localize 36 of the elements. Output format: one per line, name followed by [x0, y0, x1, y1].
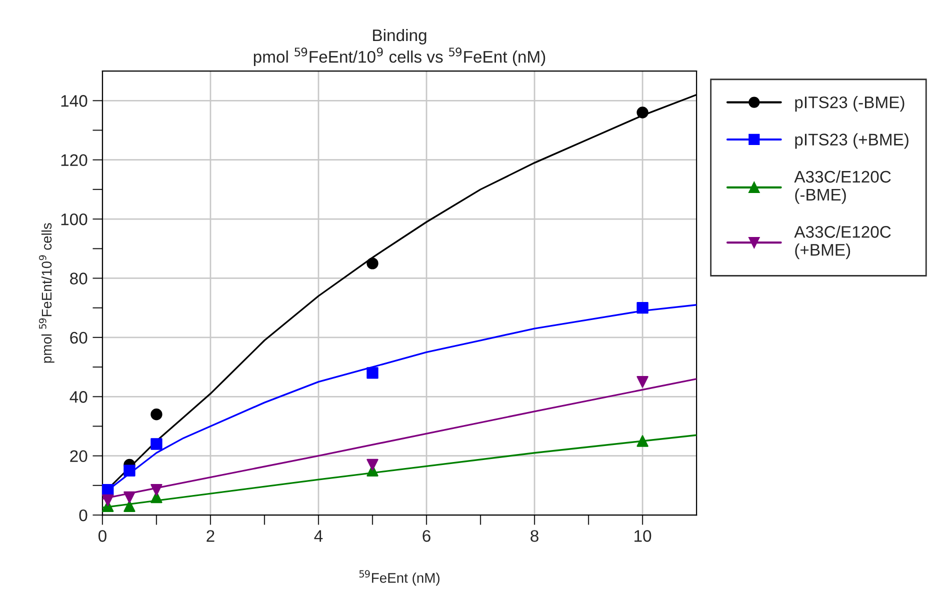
point [102, 494, 114, 506]
x-tick-label: 8 [530, 530, 538, 542]
legend-label: pITS23 (-BME) [795, 96, 904, 112]
y-tick-label: 140 [61, 95, 88, 107]
y-axis-title: pmol $^{59}$FeEnt/10$^{9}$ cells [38, 223, 54, 363]
x-tick-label: 10 [634, 530, 652, 542]
point [150, 408, 162, 420]
point [124, 500, 136, 512]
y-tick-label: 120 [61, 154, 88, 166]
y-tick-label: 40 [70, 391, 88, 403]
legend-label: A33C/E120C (-BME) [794, 170, 891, 204]
y-tick-label: 60 [70, 332, 88, 344]
point [150, 438, 162, 450]
y-tick-label: 0 [79, 509, 88, 522]
point [636, 376, 648, 388]
x-tick-label: 6 [422, 530, 430, 542]
point [124, 464, 136, 476]
chart-title: Binding pmol $^{59}$FeEnt/10$^{9}$ cells vs $^{59}$FeEnt (nM) [254, 28, 546, 66]
point [636, 106, 648, 118]
point [636, 302, 648, 314]
point [124, 491, 136, 504]
point [366, 458, 378, 471]
point [636, 435, 648, 447]
legend-label: pITS23 (+BME) [795, 133, 908, 149]
point [150, 484, 162, 496]
legend-label: A33C/E120C (+BME) [794, 226, 891, 260]
x-axis-title: $^{59}$FeEnt (nM) [359, 570, 440, 586]
y-tick-label: 80 [70, 272, 88, 284]
y-tick-label: 100 [61, 213, 88, 226]
x-tick-label: 0 [98, 530, 106, 542]
x-tick-label: 4 [314, 530, 323, 542]
point [102, 484, 114, 496]
point [366, 367, 378, 379]
y-tick-label: 20 [70, 450, 88, 462]
x-tick-label: 2 [206, 530, 214, 542]
point [366, 258, 378, 270]
